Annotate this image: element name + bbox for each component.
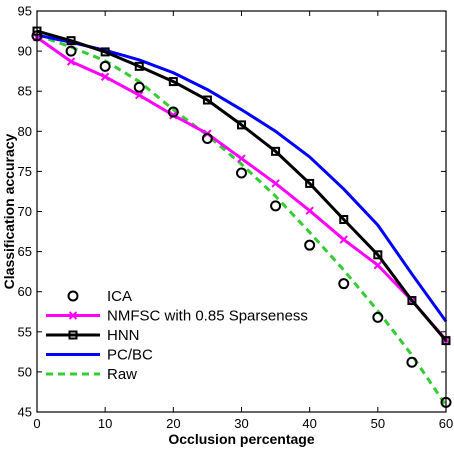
y-tick-label: 95 (18, 4, 32, 19)
legend-item: ICA (67, 288, 132, 305)
data-point (305, 178, 315, 188)
y-tick-label: 50 (18, 364, 32, 379)
data-point (99, 60, 111, 72)
legend-label: ICA (107, 288, 132, 305)
legend-label: NMFSC with 0.85 Sparseness (107, 308, 308, 325)
data-point (373, 261, 383, 270)
data-point (236, 167, 247, 179)
data-point (100, 47, 110, 57)
y-tick-label: 45 (18, 405, 32, 420)
data-point (169, 111, 178, 120)
legend-marker (67, 290, 79, 302)
series-line (36, 33, 448, 407)
data-point (305, 206, 314, 215)
plot-background (37, 11, 446, 412)
y-tick-label: 55 (18, 324, 32, 339)
series-line (36, 33, 448, 323)
data-point (134, 61, 144, 71)
data-point (407, 296, 417, 306)
data-point (66, 36, 76, 46)
series-nmfsc-with-0-85-sparseness (32, 33, 451, 345)
data-point (339, 235, 348, 244)
y-tick-label: 60 (18, 284, 32, 299)
data-point (237, 154, 246, 163)
legend-item: HNN (46, 327, 140, 344)
data-point (100, 72, 110, 81)
data-point (406, 356, 418, 368)
data-point (304, 239, 316, 251)
series-layer (31, 26, 452, 408)
y-tick-label: 70 (18, 204, 32, 219)
series-pc-bc (36, 33, 448, 323)
data-point (135, 91, 144, 100)
data-point (372, 311, 384, 323)
data-point (339, 215, 349, 225)
data-point (167, 106, 179, 118)
y-axis-label: Classification accuracy (1, 133, 17, 289)
series-raw (36, 33, 448, 407)
x-axis-label: Occlusion percentage (168, 431, 314, 447)
data-point (201, 133, 213, 145)
x-tick-label: 10 (98, 416, 112, 431)
plot-area (37, 11, 446, 412)
ticks-layer: 0 10 20 30 40 50 60 45 50 55 60 65 70 75 80 85 90 95 (18, 4, 454, 432)
x-tick-label: 20 (166, 416, 180, 431)
x-tick-label: 40 (302, 416, 316, 431)
data-point (133, 81, 145, 93)
legend-label: PC/BC (107, 347, 153, 364)
legend-marker (68, 330, 78, 340)
x-tick-label: 60 (439, 416, 453, 431)
legend-label: HNN (107, 327, 140, 344)
data-point (270, 200, 282, 212)
data-point (66, 57, 76, 66)
data-point (168, 77, 178, 87)
series-line (36, 29, 448, 342)
y-tick-label: 90 (18, 44, 32, 59)
data-point (237, 120, 246, 130)
data-point (338, 278, 350, 290)
x-tick-label: 50 (371, 416, 385, 431)
y-tick-label: 85 (18, 84, 32, 99)
y-tick-label: 80 (18, 124, 32, 139)
data-point (271, 179, 280, 188)
x-tick-label: 30 (234, 416, 248, 431)
data-point (65, 45, 77, 57)
legend-item: NMFSC with 0.85 Sparseness (46, 308, 308, 325)
data-point (271, 146, 281, 156)
y-tick-label: 75 (18, 164, 32, 179)
legend-item: PC/BC (46, 347, 153, 364)
x-tick-label: 0 (33, 416, 40, 431)
legend: ICA NMFSC with 0.85 Sparseness HNN PC/BC Raw (46, 288, 308, 383)
legend-item: Raw (46, 366, 137, 383)
legend-label: Raw (107, 366, 137, 383)
y-tick-label: 65 (18, 244, 32, 259)
legend-marker (68, 311, 78, 320)
data-point (373, 250, 383, 260)
data-point (202, 95, 212, 105)
